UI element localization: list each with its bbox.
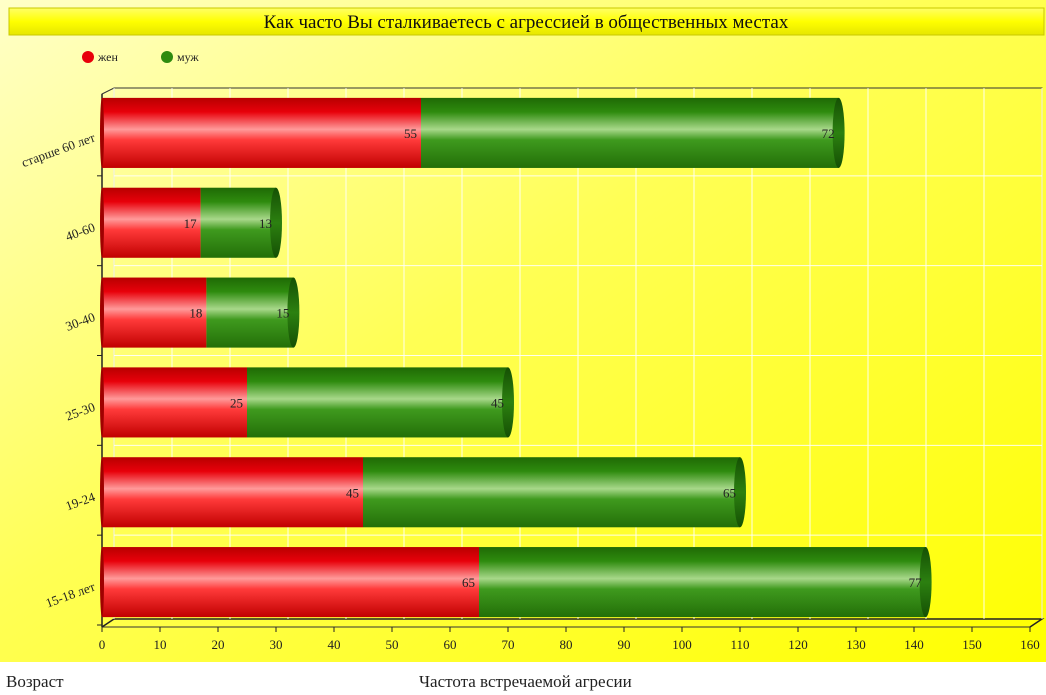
data-label-muzh-4: 65 [723, 485, 736, 500]
data-label-muzh-1: 13 [259, 216, 272, 231]
x-tick-label-7: 70 [502, 637, 515, 652]
bar-muzh-3 [247, 367, 508, 438]
x-tick-label-2: 20 [212, 637, 225, 652]
x-tick-label-13: 130 [846, 637, 866, 652]
legend-label-0: жен [97, 50, 118, 64]
data-label-muzh-3: 45 [491, 395, 504, 410]
bar-zhen-0 [102, 97, 421, 168]
gridlines [113, 88, 1043, 619]
bar-chart: Как часто Вы сталкиваетесь с агрессией в… [0, 0, 1046, 662]
x-axis: 0 10 20 30 40 50 60 70 80 90 100 110 120 130 140 150 160 [99, 627, 1040, 652]
x-tick-label-15: 150 [962, 637, 982, 652]
x-tick-label-10: 100 [672, 637, 692, 652]
bar-start-4 [100, 457, 104, 528]
bar-zhen-4 [102, 457, 363, 528]
x-tick-label-11: 110 [730, 637, 749, 652]
bar-muzh-0 [421, 97, 839, 168]
x-tick-label-5: 50 [386, 637, 399, 652]
bar-muzh-4 [363, 457, 740, 528]
data-label-zhen-0: 55 [404, 126, 417, 141]
legend-marker-1 [161, 51, 173, 63]
bars-group: 55 72 17 13 18 15 25 45 45 65 65 77 [100, 97, 932, 618]
bar-start-2 [100, 277, 104, 348]
bar-zhen-2 [102, 277, 207, 348]
data-label-muzh-0: 72 [822, 126, 835, 141]
bar-cap-1 [270, 187, 282, 258]
bar-cap-4 [734, 457, 746, 528]
x-tick-label-14: 140 [904, 637, 924, 652]
data-label-zhen-1: 17 [184, 216, 198, 231]
bar-muzh-1 [200, 187, 276, 258]
x-tick-label-1: 10 [154, 637, 167, 652]
chart-container: Как часто Вы сталкиваетесь с агрессией в… [0, 0, 1046, 662]
data-label-zhen-5: 65 [462, 575, 475, 590]
x-tick-label-0: 0 [99, 637, 106, 652]
chart-title: Как часто Вы сталкиваетесь с агрессией в… [264, 12, 789, 33]
bar-muzh-5 [479, 547, 926, 618]
x-tick-label-8: 80 [560, 637, 573, 652]
bar-cap-2 [287, 277, 300, 348]
data-label-zhen-4: 45 [346, 485, 359, 500]
bar-start-3 [100, 367, 104, 438]
data-label-zhen-3: 25 [230, 395, 243, 410]
bar-cap-5 [919, 547, 932, 618]
legend: жен муж [82, 50, 199, 64]
bar-zhen-1 [102, 187, 201, 258]
x-tick-label-9: 90 [618, 637, 631, 652]
title-bar [8, 7, 1045, 36]
bar-start-0 [100, 97, 104, 168]
data-label-muzh-5: 77 [909, 575, 923, 590]
x-tick-label-4: 40 [328, 637, 341, 652]
data-label-muzh-2: 15 [276, 306, 289, 321]
bar-zhen-3 [102, 367, 247, 438]
x-tick-label-3: 30 [270, 637, 283, 652]
bar-start-1 [100, 187, 104, 258]
x-tick-label-12: 120 [788, 637, 808, 652]
bar-start-5 [100, 547, 104, 618]
bar-muzh-2 [206, 277, 294, 348]
bar-cap-0 [832, 97, 845, 168]
bar-zhen-5 [102, 547, 479, 618]
x-axis-title: Частота встречаемой агресии [419, 672, 632, 691]
legend-label-1: муж [177, 50, 199, 64]
data-label-zhen-2: 18 [189, 306, 202, 321]
y-axis-title: Возраст [6, 672, 64, 691]
x-tick-label-16: 160 [1020, 637, 1040, 652]
x-tick-label-6: 60 [444, 637, 457, 652]
bar-cap-3 [502, 367, 514, 438]
legend-marker-0 [82, 51, 94, 63]
